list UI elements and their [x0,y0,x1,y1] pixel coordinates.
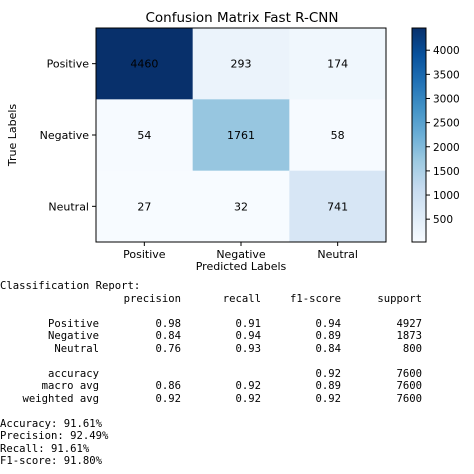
report-row: Neutral 0.76 0.93 0.84 800 [0,343,474,356]
metric-line: Precision: 92.49% [0,430,109,442]
report-row-label: Negative [47,330,99,342]
cell-value-label: 293 [231,58,252,71]
report-recall-value: 0.94 [235,330,261,342]
report-recall-value: 0.92 [235,380,261,392]
report-precision-value: 0.98 [155,317,181,330]
report-support-value: 7600 [396,380,422,392]
colorbar-ticks: 500 1000 1500 2000 2500 3000 3500 4000 [426,45,460,226]
col-support: support [377,292,422,305]
colorbar-tick-label: 3500 [433,69,460,81]
report-f1-value: 0.92 [315,367,341,380]
report-header-row: precision recall f1-score support [0,293,474,306]
report-f1-value: 0.92 [315,392,341,405]
report-f1-value: 0.94 [315,317,341,330]
cell-value-label: 1761 [227,129,255,142]
cell-value-label: 4460 [130,58,158,71]
report-row: macro avg 0.86 0.92 0.89 7600 [0,380,474,393]
report-recall-value: 0.92 [235,392,261,405]
x-tick-label: Positive [123,248,166,261]
colorbar-tick-label: 500 [433,214,453,226]
x-ticks: Positive Negative Neutral [123,242,358,261]
heatmap-cell [192,170,290,243]
report-f1-value: 0.89 [315,330,341,342]
heatmap-cell [96,99,194,172]
col-recall: recall [222,292,261,305]
heatmap-cell [96,170,194,243]
report-row: Negative 0.84 0.94 0.89 1873 [0,330,474,343]
report-support-value: 7600 [396,392,422,405]
report-support-value: 7600 [396,367,422,380]
report-support-value: 800 [402,342,422,355]
colorbar-tick-label: 1500 [433,166,460,178]
y-ticks: Positive Negative Neutral [40,58,96,213]
heatmap-cell [96,28,194,100]
heatmap-cell [289,99,387,172]
x-tick-label: Neutral [317,248,358,261]
colorbar-tick-label: 2000 [433,142,460,154]
heatmap-cell [289,28,387,100]
heatmap-cell [192,28,290,100]
report-row-label: accuracy [47,367,99,380]
heatmap-cells: 4460 293 174 54 1761 58 27 32 741 [96,28,387,243]
chart-title: Confusion Matrix Fast R-CNN [146,10,339,26]
cell-value-label: 174 [327,58,348,71]
report-support-value: 1873 [396,330,422,342]
report-precision-value: 0.92 [155,392,181,405]
y-tick-label: Positive [47,58,90,71]
report-row-label: weighted avg [22,392,99,405]
cell-value-label: 32 [234,200,248,213]
report-f1-value: 0.89 [315,380,341,392]
metric-line: Accuracy: 91.61% [0,417,103,430]
cell-value-label: 58 [331,129,345,142]
colorbar-tick-label: 4000 [433,45,460,57]
heatmap-cell [192,99,290,172]
col-precision: precision [123,292,181,305]
report-support-value: 4927 [396,317,422,330]
y-tick-label: Negative [40,129,90,142]
x-axis-label: Predicted Labels [196,260,287,273]
report-f1-value: 0.84 [315,342,341,355]
col-f1: f1-score [289,292,341,305]
colorbar [411,27,427,243]
metric-line: F1-score: 91.80% [0,455,103,467]
colorbar-tick-label: 1000 [433,190,460,202]
y-axis-label: True Labels [6,104,19,168]
report-precision-value: 0.84 [155,330,181,342]
report-row-label: Neutral [54,342,99,355]
report-precision-value: 0.86 [155,380,181,392]
report-row: Positive 0.98 0.91 0.94 4927 [0,318,474,331]
report-row: weighted avg 0.92 0.92 0.92 7600 [0,393,474,406]
classification-report: Classification Report: precision recall … [0,280,474,468]
report-class-rows: Positive 0.98 0.91 0.94 4927 Negative 0.84 0.94… [0,318,474,356]
report-row: accuracy 0.92 7600 [0,368,474,381]
report-row-label: macro avg [41,380,99,392]
cell-value-label: 54 [137,129,151,142]
x-tick-label: Negative [216,248,266,261]
report-metrics: Accuracy: 91.61% Precision: 92.49% Recall:… [0,418,474,468]
colorbar-tick-label: 3000 [433,93,460,105]
report-summary-rows: accuracy 0.92 7600 macro avg 0.86 0.92 0.89 760… [0,368,474,406]
report-heading: Classification Report: [0,280,141,292]
report-row-label: Positive [47,317,99,330]
colorbar-tick-label: 2500 [433,118,460,130]
report-recall-value: 0.91 [235,317,261,330]
report-recall-value: 0.93 [235,342,261,355]
cell-value-label: 27 [137,200,151,213]
metric-line: Recall: 91.61% [0,442,90,455]
heatmap-cell [289,170,387,243]
report-precision-value: 0.76 [155,342,181,355]
y-tick-label: Neutral [48,200,89,213]
cell-value-label: 741 [327,200,348,213]
